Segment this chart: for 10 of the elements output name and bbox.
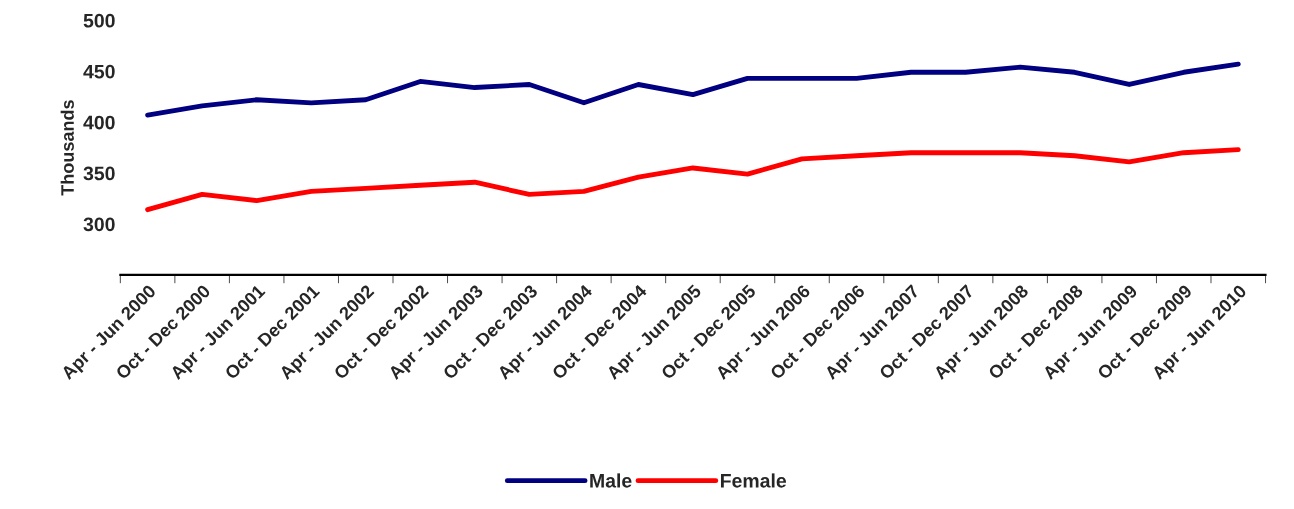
line-series: [145, 61, 1241, 118]
y-tick-label: 300: [83, 217, 115, 232]
y-tick-label: 500: [83, 13, 115, 28]
y-tick-label: 350: [83, 166, 115, 181]
legend-label: Female: [720, 473, 787, 488]
legend-label: Male: [590, 473, 632, 488]
y-tick-label: 450: [83, 64, 115, 79]
y-tick-label: 400: [83, 115, 115, 130]
line-series: [145, 147, 1241, 213]
y-axis-title: Thousands: [60, 100, 74, 196]
